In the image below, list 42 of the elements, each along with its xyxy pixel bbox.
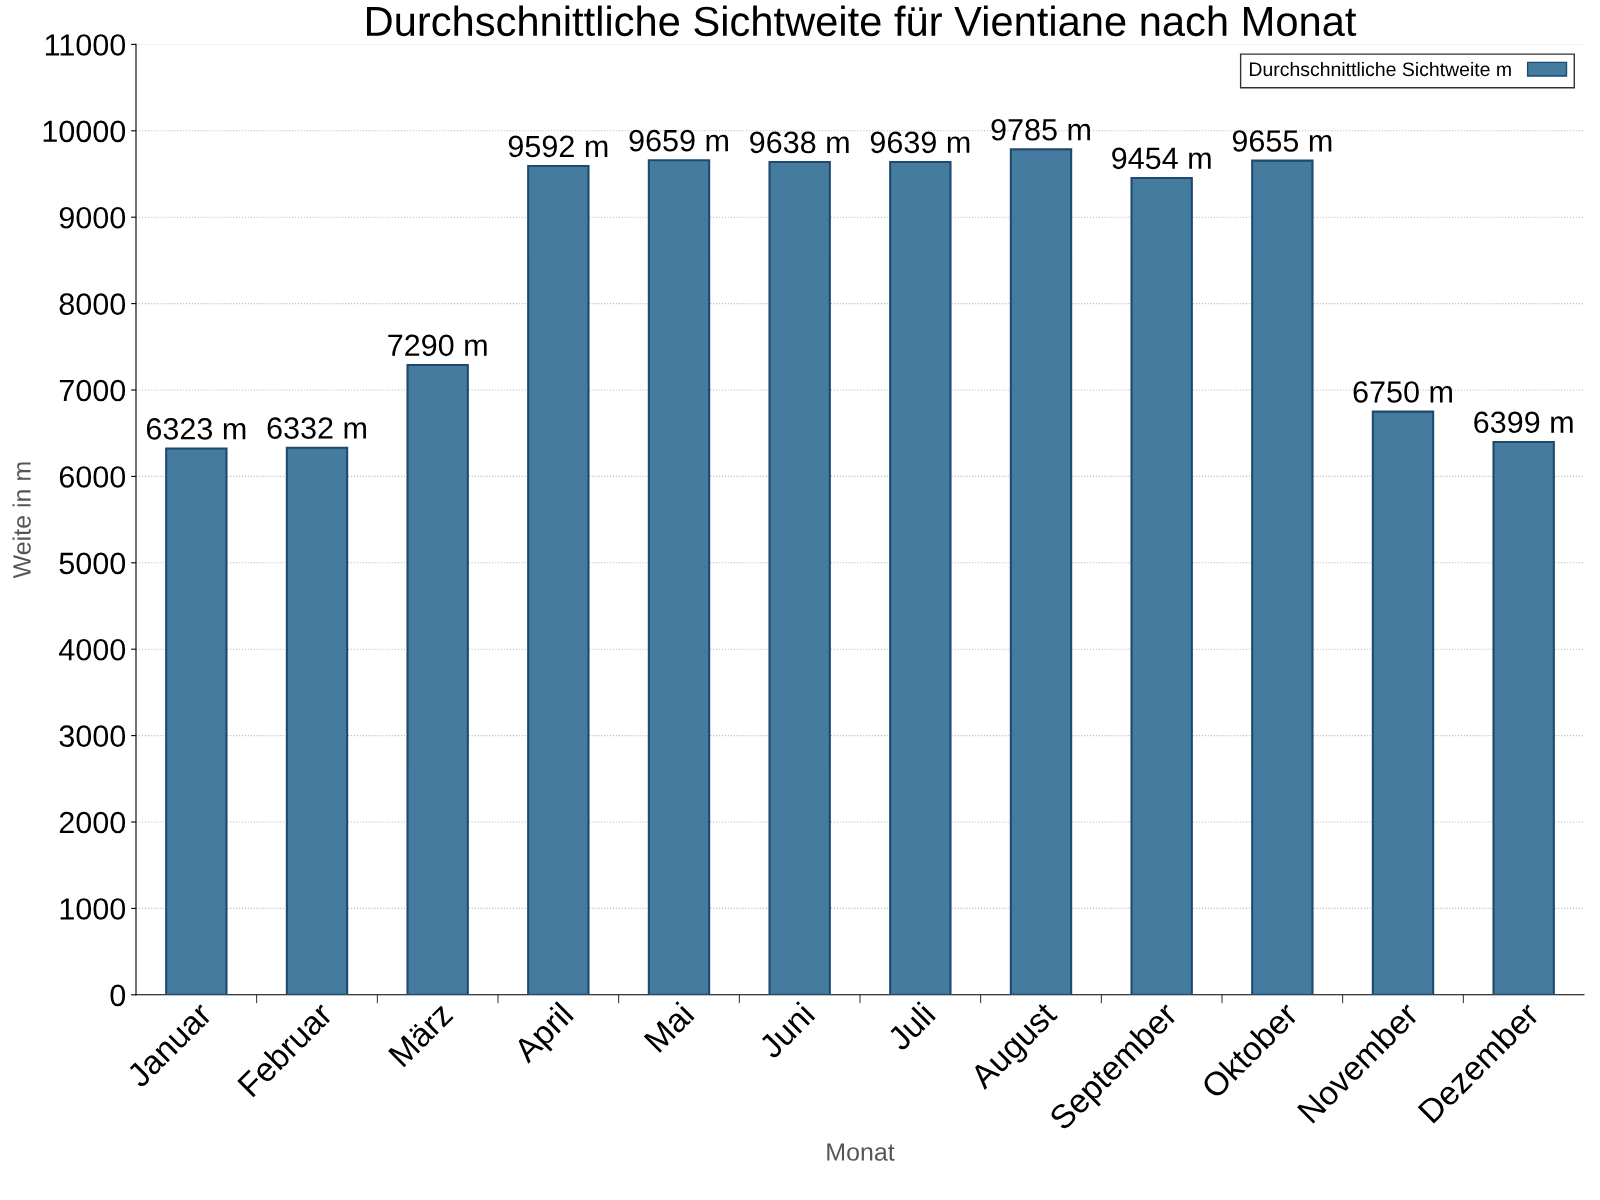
bar: [165, 447, 228, 995]
y-tick-label: 10000: [43, 120, 126, 143]
x-tick-label: Mai: [642, 1001, 695, 1054]
bar: [527, 165, 590, 995]
data-label: 6750 m: [1353, 381, 1452, 403]
y-tick-label: 7000: [59, 379, 126, 402]
x-tick-label: Juli: [885, 1001, 937, 1052]
data-label: 6332 m: [267, 417, 366, 439]
data-label: 9454 m: [1112, 147, 1211, 170]
data-label: 9592 m: [508, 135, 608, 158]
bar: [768, 161, 831, 995]
bar: [1009, 148, 1073, 995]
y-tick-label: 8000: [59, 293, 126, 315]
bar: [406, 363, 469, 995]
bar: [647, 159, 711, 995]
bar: [1492, 440, 1555, 995]
y-tick-label: 1000: [60, 898, 126, 920]
bar: [285, 446, 349, 995]
bar: [889, 160, 952, 995]
y-tick-label: 0: [110, 984, 126, 1007]
data-label: 9785 m: [991, 118, 1090, 141]
x-axis-title: Monat: [827, 1143, 895, 1161]
bar: [1130, 176, 1193, 995]
y-axis-title: Weite in m: [12, 462, 31, 579]
data-label: 9639 m: [870, 131, 970, 154]
data-label: 9655 m: [1232, 130, 1332, 152]
data-label: 6323 m: [146, 418, 246, 440]
chart-title: Durchschnittliche Sichtweite für Vientiane nach Monat: [367, 5, 1357, 37]
bar: [1251, 159, 1314, 995]
y-tick-label: 2000: [59, 811, 126, 834]
y-tick-label: 3000: [59, 725, 126, 747]
bar: [1371, 410, 1435, 995]
data-label: 9659 m: [629, 129, 728, 152]
y-tick-label: 11000: [45, 34, 126, 56]
legend-label: Durchschnittliche Sichtweite m: [1249, 61, 1511, 77]
data-label: 6399 m: [1474, 411, 1573, 434]
y-tick-label: 4000: [59, 638, 126, 661]
y-tick-label: 6000: [59, 466, 126, 488]
data-label: 9638 m: [750, 131, 849, 154]
y-tick-label: 5000: [59, 552, 126, 575]
data-label: 7290 m: [388, 334, 487, 357]
y-tick-label: 9000: [59, 206, 126, 229]
